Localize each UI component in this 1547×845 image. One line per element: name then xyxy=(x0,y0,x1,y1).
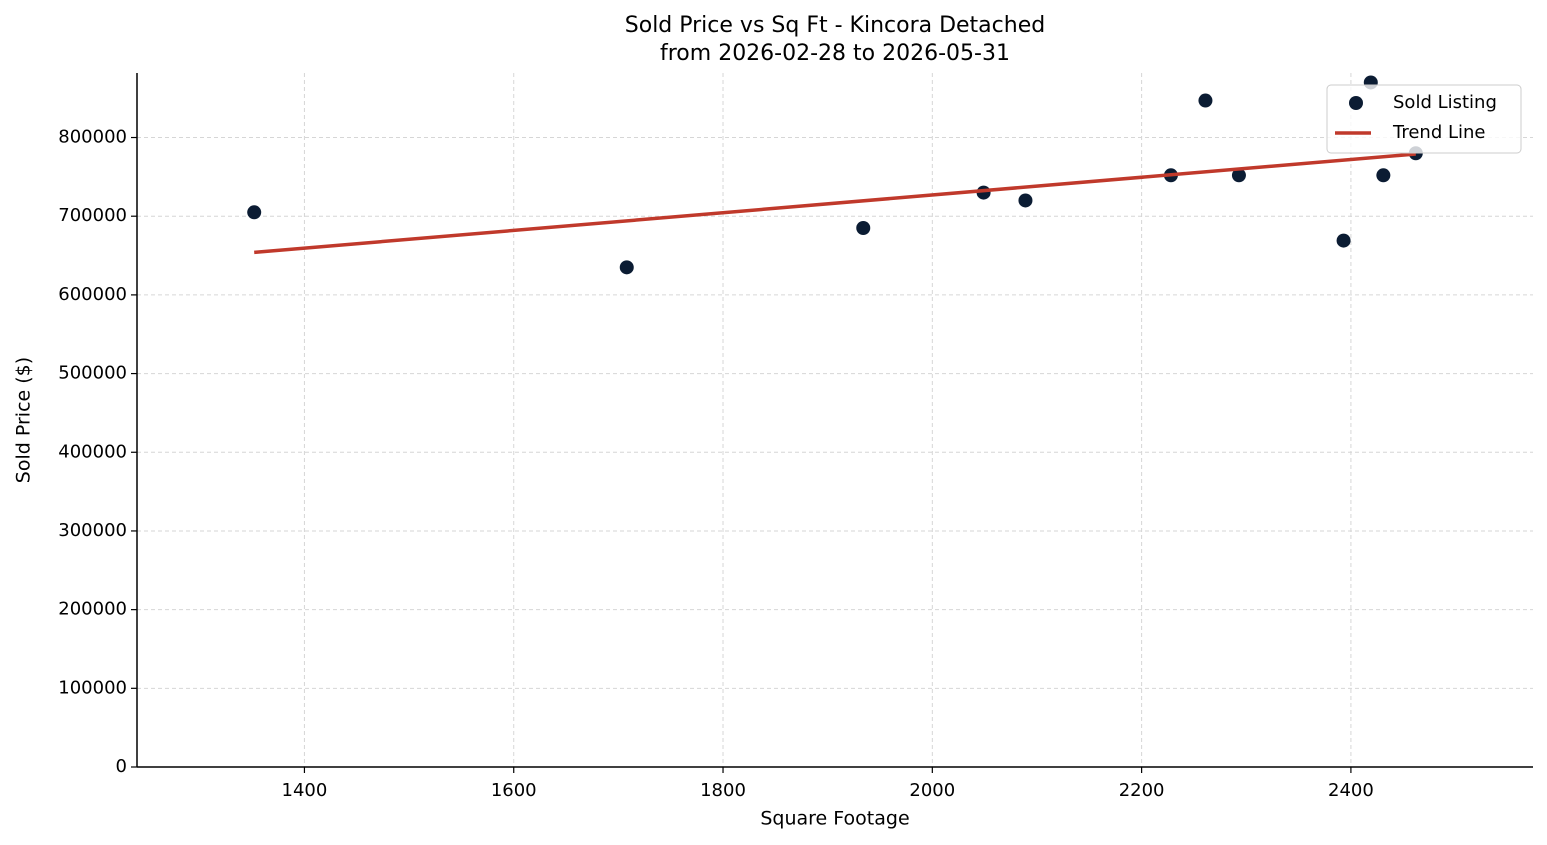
x-tick-label: 2400 xyxy=(1328,780,1374,801)
data-point xyxy=(1231,168,1246,183)
data-point xyxy=(1018,193,1033,208)
legend-box xyxy=(1326,84,1522,154)
data-point xyxy=(619,260,634,275)
chart-subtitle: from 2026-02-28 to 2026-05-31 xyxy=(660,41,1010,66)
y-tick-label: 400000 xyxy=(58,441,127,462)
y-tick-label: 700000 xyxy=(58,205,127,226)
y-tick-label: 600000 xyxy=(58,284,127,305)
data-point xyxy=(856,221,871,236)
grid xyxy=(137,73,1533,768)
x-tick-label: 1400 xyxy=(282,780,328,801)
x-tick-label: 2200 xyxy=(1119,780,1165,801)
y-axis-label: Sold Price ($) xyxy=(13,357,35,483)
legend-label: Trend Line xyxy=(1392,122,1486,143)
data-point xyxy=(1336,233,1351,248)
legend-swatch xyxy=(1349,96,1363,110)
y-tick-label: 300000 xyxy=(58,520,127,541)
x-tick-label: 2000 xyxy=(909,780,955,801)
x-tick-label: 1800 xyxy=(700,780,746,801)
y-tick-label: 0 xyxy=(116,756,127,777)
trend-line xyxy=(254,152,1416,255)
data-point xyxy=(247,205,262,220)
chart-title: Sold Price vs Sq Ft - Kincora Detached xyxy=(625,13,1045,38)
y-tick-label: 800000 xyxy=(58,127,127,148)
data-point xyxy=(1376,168,1391,183)
data-point xyxy=(1198,93,1213,108)
legend-label: Sold Listing xyxy=(1393,92,1497,113)
x-axis-label: Square Footage xyxy=(760,808,909,830)
x-tick-label: 1600 xyxy=(491,780,537,801)
y-tick-label: 500000 xyxy=(58,363,127,384)
y-tick-label: 200000 xyxy=(58,599,127,620)
y-tick-label: 100000 xyxy=(58,677,127,698)
